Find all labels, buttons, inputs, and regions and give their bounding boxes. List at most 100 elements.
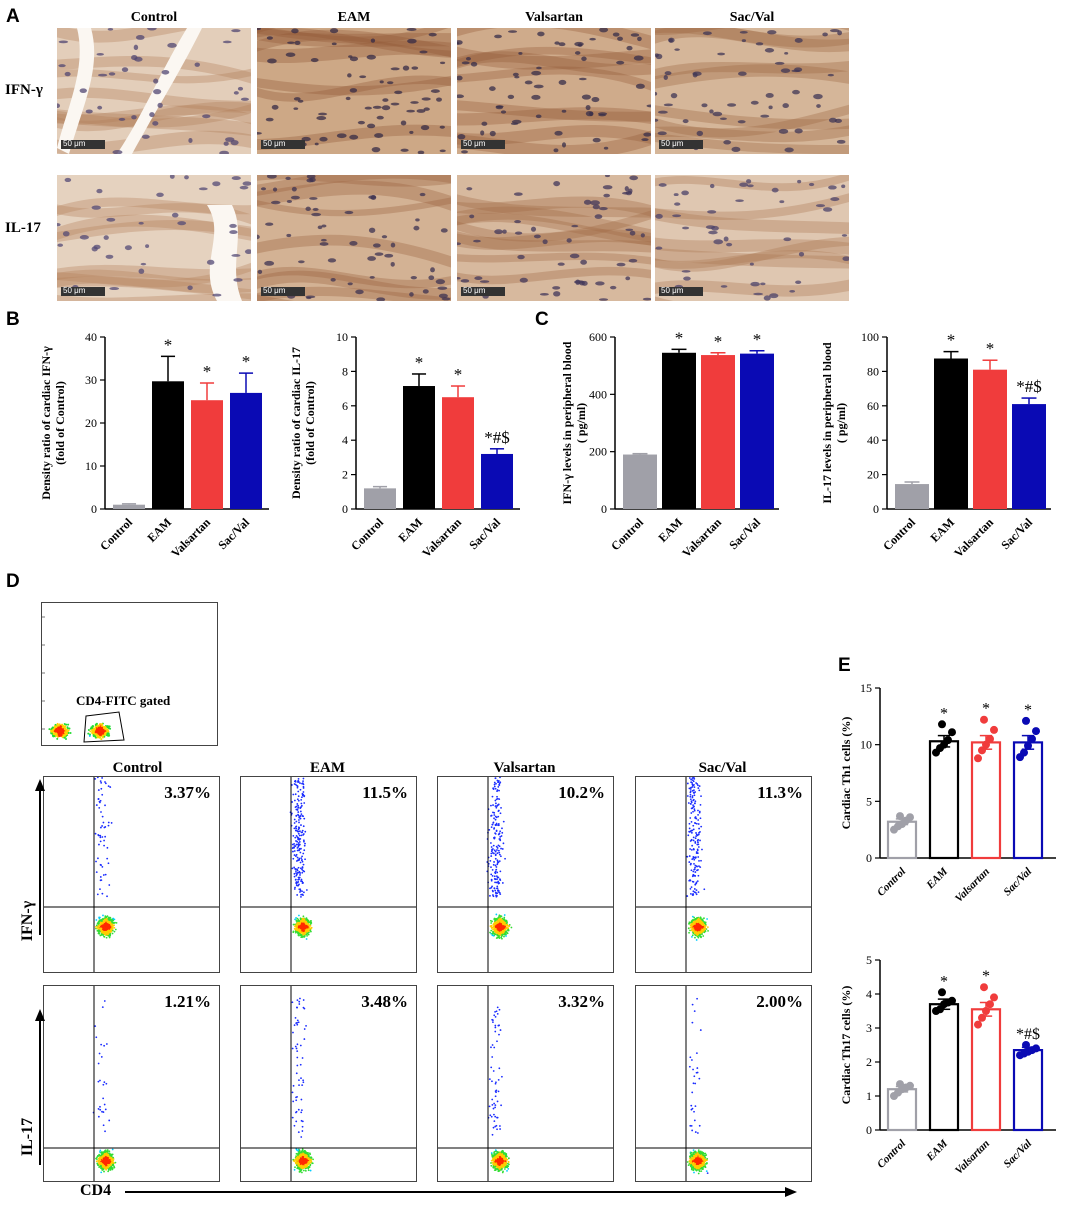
flow-event — [99, 921, 102, 924]
flow-event — [299, 929, 302, 931]
y-tick-label: 20 — [867, 468, 879, 482]
flow-event — [297, 931, 300, 934]
gate-event — [101, 735, 104, 738]
flow-event — [100, 781, 103, 784]
flow-event — [302, 922, 305, 925]
flow-event — [688, 922, 690, 925]
flow-event — [694, 816, 697, 818]
flow-event — [493, 828, 495, 830]
flow-event — [489, 894, 491, 897]
flow-event — [497, 927, 500, 930]
flow-event — [301, 782, 304, 785]
gate-event — [66, 727, 69, 730]
flow-event — [490, 929, 493, 932]
flow-event — [501, 931, 504, 934]
flow-event — [306, 930, 309, 933]
flow-event — [302, 926, 305, 929]
flow-event — [302, 791, 305, 793]
flow-event — [296, 881, 299, 884]
y-tick-label: 80 — [867, 364, 879, 378]
gate-event — [91, 728, 94, 731]
micro-col-header: Valsartan — [525, 10, 583, 25]
gate-event — [87, 728, 90, 731]
flow-event — [505, 930, 508, 933]
flow-event — [697, 843, 700, 846]
flow-event — [499, 839, 502, 842]
flow-event — [304, 921, 307, 923]
flow-event — [294, 878, 297, 881]
flow-event — [299, 788, 302, 791]
flow-event — [496, 876, 499, 879]
flow-event — [94, 926, 97, 928]
flow-event — [95, 919, 98, 921]
flow-event — [686, 795, 689, 797]
flow-event — [503, 914, 506, 916]
flow-event — [98, 843, 100, 846]
flow-event — [489, 925, 492, 927]
flow-event — [103, 1170, 105, 1173]
flow-event — [504, 857, 506, 860]
flow-event — [293, 888, 296, 890]
flow-event — [304, 830, 307, 833]
flow-event — [299, 861, 302, 864]
flow-event — [99, 1105, 101, 1108]
flow-event — [697, 846, 700, 848]
flow-event — [293, 872, 296, 875]
flow-event — [300, 922, 303, 925]
flow-event — [494, 872, 497, 875]
flow-event — [500, 929, 502, 932]
y-axis-label: Density ratio of cardiac IL-17 — [289, 347, 303, 499]
flow-event — [491, 874, 494, 877]
flow-event — [498, 927, 501, 930]
flow-event — [300, 927, 302, 930]
flow-event — [300, 895, 302, 898]
flow-event — [497, 921, 500, 924]
flow-event — [699, 839, 701, 842]
gate-event — [56, 726, 59, 729]
significance-mark: * — [242, 352, 251, 371]
flow-event — [302, 787, 305, 789]
bar — [701, 355, 735, 509]
category-label: Control — [880, 515, 918, 553]
y-axis-label: Density ratio of cardiac IFN-γ — [39, 346, 53, 500]
flow-event — [302, 777, 305, 780]
flow-event — [506, 932, 509, 935]
flow-event — [292, 834, 295, 837]
flow-event — [690, 778, 693, 781]
flow-event — [501, 831, 504, 834]
y-axis-label-unit: (fold of Control) — [53, 381, 67, 465]
flow-event — [698, 810, 701, 813]
flow-event — [102, 1124, 105, 1127]
flow-event — [95, 924, 98, 927]
flow-event — [302, 815, 305, 818]
flow-event — [297, 934, 300, 937]
flow-event — [100, 811, 102, 813]
y-tick-label: 0 — [601, 502, 607, 516]
gate-event — [89, 727, 92, 730]
flow-event — [302, 780, 304, 783]
category-label: Valsartan — [419, 515, 464, 560]
flow-event — [113, 926, 116, 929]
flow-event — [295, 808, 298, 811]
scale-bar: 50 μm — [659, 286, 703, 296]
flow-event — [297, 866, 300, 869]
flow-event — [490, 855, 493, 857]
flow-event — [496, 922, 498, 925]
flow-event — [308, 924, 311, 927]
flow-event — [700, 825, 703, 828]
flow-event — [697, 813, 699, 816]
gate-event — [53, 727, 56, 730]
flow-event — [295, 834, 298, 837]
flow-event — [100, 1043, 103, 1046]
flow-event — [694, 837, 697, 840]
flow-event — [691, 786, 694, 788]
flow-event — [102, 874, 105, 876]
flow-event — [305, 919, 308, 921]
flow-event — [310, 926, 313, 929]
flow-event — [303, 817, 306, 820]
flow-event — [297, 842, 300, 844]
flow-event — [298, 914, 300, 917]
flow-event — [493, 837, 496, 840]
flow-event — [494, 850, 497, 853]
